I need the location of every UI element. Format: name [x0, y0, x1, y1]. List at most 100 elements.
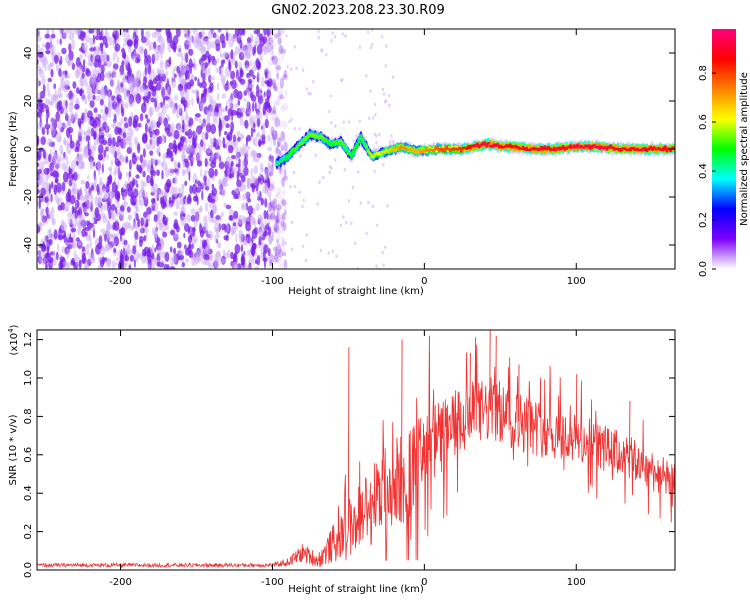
noise-speck [203, 88, 207, 97]
noise-speck [273, 107, 278, 117]
noise-speck [184, 123, 188, 130]
noise-speck [250, 36, 254, 42]
noise-speck [218, 178, 221, 187]
noise-speck [278, 44, 283, 55]
noise-speck [79, 53, 83, 61]
noise-speck [41, 127, 46, 136]
noise-speck [243, 251, 246, 256]
noise-speck [69, 233, 72, 242]
y-tick-label: -40 [23, 237, 34, 253]
noise-speck [60, 73, 63, 83]
noise-speck [251, 246, 255, 257]
noise-speck [249, 42, 252, 53]
noise-speck [89, 47, 95, 52]
noise-speck [168, 97, 174, 105]
noise-speck [57, 87, 62, 98]
noise-speck [56, 38, 59, 45]
noise-speck [214, 168, 218, 177]
noise-speck [262, 36, 268, 44]
noise-speck [185, 52, 189, 64]
noise-speck [156, 261, 161, 267]
noise-speck [215, 67, 221, 74]
noise-speck [271, 159, 274, 168]
ridge-cell [284, 155, 288, 161]
noise-speck [271, 45, 274, 55]
noise-speck [281, 74, 286, 80]
noise-speck [98, 134, 105, 145]
noise-speck [235, 163, 241, 168]
noise-speck [192, 29, 196, 35]
noise-speck [89, 162, 94, 170]
snr-panel: -200 -100 0 100 0.0 0.2 0.4 0.6 0.8 1.0 1.2 Heigh… [7, 324, 676, 595]
noise-speck [205, 244, 211, 254]
noise-speck [276, 186, 282, 195]
noise-speck [42, 149, 46, 159]
noise-speck [213, 59, 218, 67]
noise-speck [274, 33, 280, 39]
noise-speck [272, 83, 277, 91]
noise-speck [43, 158, 50, 165]
noise-speck [145, 30, 151, 39]
noise-speck [279, 224, 284, 234]
noise-speck [190, 214, 196, 222]
noise-speck [293, 44, 296, 49]
noise-speck [122, 132, 127, 139]
noise-speck [276, 142, 281, 148]
noise-speck [224, 131, 228, 136]
noise-speck [307, 91, 310, 95]
noise-speck [75, 161, 79, 166]
noise-speck [231, 189, 236, 196]
noise-speck [116, 121, 122, 128]
noise-speck [92, 94, 96, 101]
noise-speck [225, 234, 229, 242]
noise-speck [104, 244, 110, 252]
noise-speck [267, 248, 271, 257]
noise-speck [70, 237, 74, 244]
noise-speck [40, 238, 44, 245]
ridge-cell [348, 152, 352, 155]
noise-speck [250, 175, 256, 184]
noise-speck [82, 42, 88, 52]
noise-speck [103, 203, 108, 211]
noise-speck [328, 170, 331, 175]
noise-speck [147, 64, 152, 75]
noise-speck [191, 238, 197, 245]
noise-speck [126, 40, 133, 46]
noise-speck [275, 213, 279, 224]
noise-speck [41, 219, 45, 227]
noise-speck [187, 226, 190, 235]
noise-speck [119, 205, 125, 212]
noise-speck [140, 86, 143, 95]
noise-speck [267, 59, 274, 67]
noise-speck [243, 46, 249, 56]
colorbar-label: Normalized spectral amplitude [739, 72, 750, 226]
noise-speck [331, 249, 335, 253]
noise-speck [279, 37, 282, 44]
noise-speck [281, 212, 287, 223]
noise-speck [108, 36, 113, 46]
noise-speck [139, 113, 144, 122]
noise-speck [154, 128, 160, 136]
ridge-cell [652, 146, 656, 150]
noise-speck [200, 93, 204, 99]
noise-speck [168, 167, 174, 177]
noise-speck [51, 33, 56, 39]
noise-speck [64, 207, 69, 212]
noise-speck [279, 45, 285, 51]
noise-speck [177, 161, 181, 169]
noise-speck [143, 76, 147, 86]
noise-speck [44, 196, 49, 203]
noise-speck [272, 185, 275, 193]
noise-speck [79, 77, 85, 87]
noise-speck [67, 61, 71, 66]
noise-speck [45, 117, 49, 125]
noise-speck [371, 204, 375, 209]
noise-speck [74, 217, 78, 227]
noise-speck [94, 88, 100, 95]
noise-speck [278, 120, 284, 128]
noise-speck [61, 246, 66, 253]
noise-speck [258, 140, 261, 147]
noise-speck [180, 80, 186, 86]
noise-speck [173, 222, 179, 230]
noise-speck [120, 249, 123, 261]
